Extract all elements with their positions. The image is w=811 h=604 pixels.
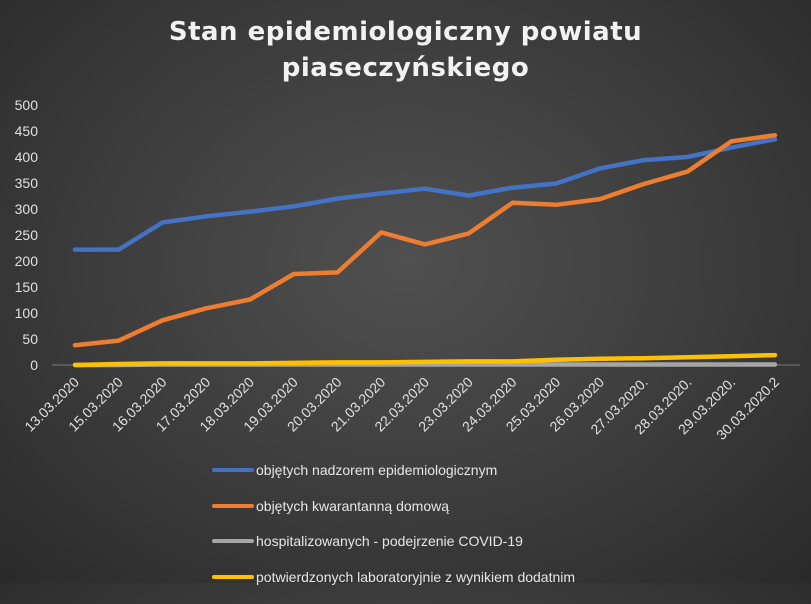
y-tick-label: 350 xyxy=(15,175,39,191)
y-tick-label: 100 xyxy=(15,305,39,321)
series-layer xyxy=(72,132,778,368)
chart-title: Stan epidemiologiczny powiatu piaseczyńs… xyxy=(0,14,811,86)
legend-item: hospitalizowanych - podejrzenie COVID-19 xyxy=(212,533,575,549)
line-chart: 0 50 100 150 200 250 300 350 400 450 500 13.03.202… xyxy=(15,97,800,443)
legend-label: hospitalizowanych - podejrzenie COVID-19 xyxy=(256,533,523,549)
y-tick-label: 300 xyxy=(15,201,39,217)
y-tick-label: 0 xyxy=(30,357,38,373)
series-line-2 xyxy=(72,132,778,348)
y-tick-label: 400 xyxy=(15,149,39,165)
x-axis: 13.03.202015.03.202016.03.202017.03.2020… xyxy=(21,364,800,443)
legend-swatch xyxy=(212,574,254,579)
y-tick-label: 250 xyxy=(15,227,39,243)
legend-label: objętych nadzorem epidemiologicznym xyxy=(256,462,498,478)
y-tick-label: 450 xyxy=(15,123,39,139)
legend-swatch xyxy=(212,468,254,472)
y-tick-label: 500 xyxy=(15,97,39,113)
legend-label: potwierdzonych laboratoryjnie z wynikiem… xyxy=(256,568,576,585)
legend-label: objętych kwarantanną domową xyxy=(256,497,450,514)
legend-item: objętych kwarantanną domową xyxy=(212,498,575,514)
chart-title-line-2: piaseczyńskiego xyxy=(281,53,530,83)
series-line-1 xyxy=(72,137,778,252)
chart-title-line-1: Stan epidemiologiczny powiatu xyxy=(168,17,643,47)
legend-swatch xyxy=(212,539,254,543)
y-tick-label: 50 xyxy=(22,331,38,347)
legend-item: objętych nadzorem epidemiologicznym xyxy=(212,462,575,478)
y-tick-label: 150 xyxy=(15,279,39,295)
legend-swatch xyxy=(212,503,254,508)
legend-item: potwierdzonych laboratoryjnie z wynikiem… xyxy=(212,569,575,585)
y-axis: 0 50 100 150 200 250 300 350 400 450 500 xyxy=(15,97,39,373)
series-line-4 xyxy=(72,352,778,368)
y-tick-label: 200 xyxy=(15,253,39,269)
legend: objętych nadzorem epidemiologicznym objęt… xyxy=(212,462,575,604)
